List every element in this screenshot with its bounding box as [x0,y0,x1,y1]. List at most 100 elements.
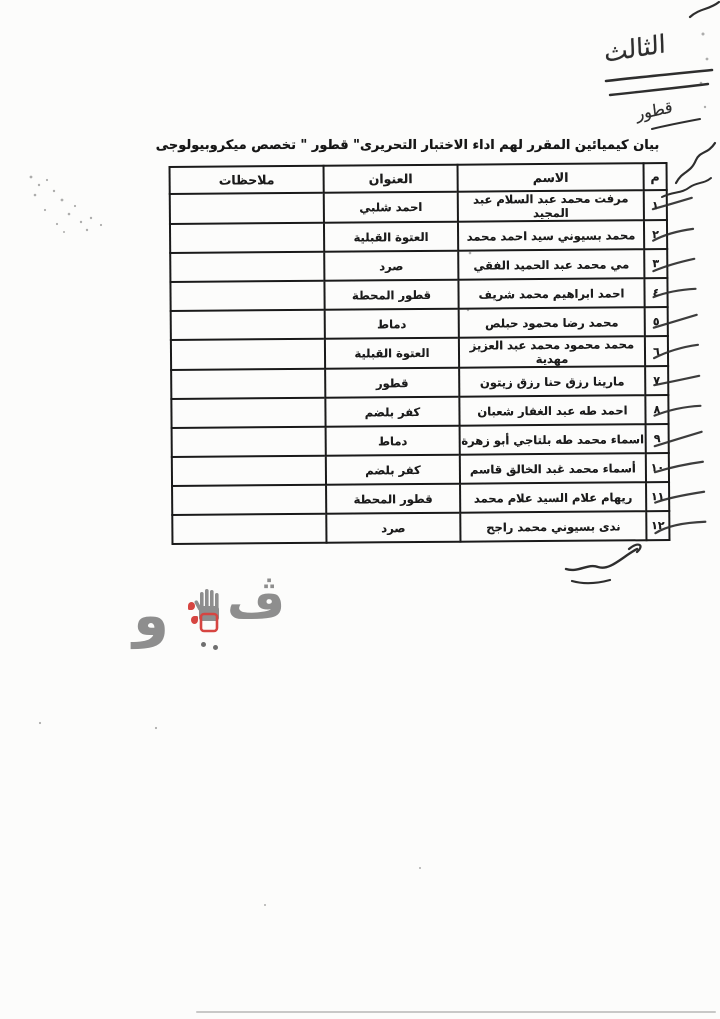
table-row: ٥ محمد رضا محمود حبلص دماط [170,307,698,340]
logo-red-dot [188,602,195,610]
cell-row-number: ٩ [645,424,703,454]
row-number: ٤ [652,286,660,300]
cell-row-number: ١ [643,190,693,221]
underline-stroke [651,118,701,130]
handwritten-scribble [674,141,717,185]
table-row: ١٢ ندى بسيوني محمد راجح صرد [172,511,707,544]
cell-address: احمد شلبي [323,191,458,223]
logo-red-dot [191,616,198,624]
scan-bottom-edge-line [196,1011,716,1013]
logo-gray-dot [201,642,206,647]
logo-gray-dot [213,645,218,650]
header-num: م [643,163,667,191]
row-number: ٢ [652,228,659,242]
handwritten-note-top: الثالث [603,29,667,68]
table-row: ٦ محمد محمود محمد عبد العزيز مهدية العتو… [170,336,700,370]
cell-address: العتوة القبلية [324,337,460,369]
underline-stroke [604,68,714,83]
cell-notes [170,251,325,282]
row-number: ٨ [653,403,661,417]
cell-name: مارينا رزق حنا رزق زيتون [459,366,646,397]
feto-watermark-logo: و ڤ [133,576,311,666]
cell-name: محمد رضا محمود حبلص [458,307,645,338]
cell-notes [170,309,325,340]
cell-row-number: ١١ [646,482,706,512]
cell-address: كفر بلضم [325,454,461,485]
row-number: ٣ [652,257,660,271]
row-number: ١١ [650,490,665,504]
cell-notes [171,426,326,457]
table-row: ١ مرفت محمد عبد السلام عبد المجيد احمد ش… [169,190,693,224]
row-number: ١٢ [651,519,665,533]
cell-row-number: ٣ [644,249,696,279]
handwritten-signature [564,547,639,572]
cell-name: اسماء محمد طه بلتاجي أبو زهرة [459,424,646,455]
table-row: ٢ محمد بسيوني سيد احمد محمد العتوة القبل… [169,220,695,253]
cell-row-number: ٨ [645,395,702,425]
underline-stroke [608,82,710,97]
header-address: العنوان [323,164,458,193]
cell-name: احمد طه عبد الغفار شعبان [459,395,646,426]
cell-notes [169,222,325,253]
cell-name: ندى بسيوني محمد راجح [460,511,647,542]
logo-letter-veh: ڤ [227,572,286,630]
cell-address: دماط [324,308,459,339]
cell-name: أسماء محمد عبد الخالق قاسم [459,453,647,484]
hand-icon [194,589,219,633]
table-row: ٩ اسماء محمد طه بلتاجي أبو زهرة دماط [171,424,703,457]
cell-notes [172,484,327,515]
cell-row-number: ١٢ [646,511,707,541]
document-title: بيان كيميائين المقرر لهم اداء الاختبار ا… [155,138,660,153]
cell-notes [170,280,325,311]
checkmark-ink [651,196,693,211]
cell-row-number: ٢ [643,220,695,250]
table-row: ٣ مي محمد عبد الحميد الفقي صرد [170,249,696,282]
cell-row-number: ٧ [645,366,701,396]
cell-address: صرد [324,250,459,281]
cell-address: قطور المحطة [324,279,459,310]
cell-address: قطور المحطة [326,483,461,514]
cell-address: صرد [326,512,461,543]
corner-ink-stroke [688,0,720,19]
row-number: ٩ [653,432,661,446]
cell-name: مرفت محمد عبد السلام عبد المجيد [457,190,644,222]
header-notes: ملاحظات [169,165,324,194]
handwritten-signature [627,543,642,554]
table-row: ٨ احمد طه عبد الغفار شعبان كفر بلضم [171,395,702,428]
table-row: ١١ ريهام علام السيد علام محمد قطور المحط… [172,482,706,515]
cell-name: محمد بسيوني سيد احمد محمد [457,220,645,251]
row-number: ٧ [653,374,661,388]
handwritten-signature [570,578,612,585]
handwritten-note-qutur: قطور [635,97,674,124]
cell-name: ريهام علام السيد علام محمد [460,482,647,513]
cell-address: العتوة القبلية [323,221,459,252]
handwritten-scribble [661,177,712,198]
exam-list-table-wrap: م الاسم العنوان ملاحظات ١ مرفت محمد عبد … [169,162,707,545]
cell-row-number: ٤ [644,278,697,308]
header-name: الاسم [457,163,644,192]
cell-name: احمد ابراهيم محمد شريف [458,278,645,309]
exam-list-table: م الاسم العنوان ملاحظات ١ مرفت محمد عبد … [169,162,707,545]
cell-notes [172,513,327,544]
cell-row-number: ٥ [644,307,698,337]
logo-letter-waw: و [133,581,170,649]
cell-address: كفر بلضم [325,396,460,427]
cell-address: دماط [325,425,460,456]
cell-name: محمد محمود محمد عبد العزيز مهدية [458,336,646,368]
row-number: ١٠ [650,461,665,475]
cell-row-number: ٦ [644,336,700,367]
cell-address: قطور [325,367,460,398]
cell-notes [171,368,326,399]
cell-row-number: ١٠ [645,453,704,483]
table-row: ١٠ أسماء محمد عبد الخالق قاسم كفر بلضم [171,453,704,486]
row-number: ٦ [653,344,660,358]
table-row: ٤ احمد ابراهيم محمد شريف قطور المحطة [170,278,697,311]
cell-notes [171,397,326,428]
header-row: م الاسم العنوان ملاحظات [169,163,667,194]
row-number: ١ [651,198,659,212]
cell-notes [169,192,324,224]
cell-notes [171,455,327,486]
row-number: ٥ [652,315,660,329]
table-row: ٧ مارينا رزق حنا رزق زيتون قطور [171,366,701,399]
